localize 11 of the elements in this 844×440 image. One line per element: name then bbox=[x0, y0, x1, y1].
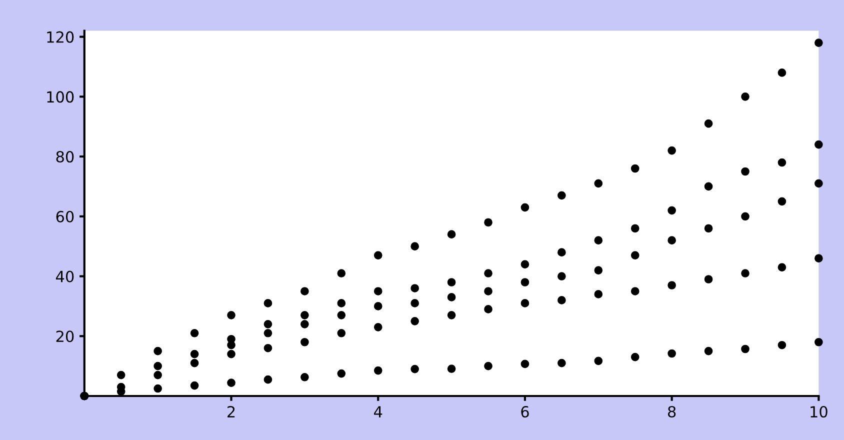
y-tick-label: 100 bbox=[47, 91, 74, 103]
x-tick-label: 6 bbox=[521, 406, 529, 418]
y-tick-label: 60 bbox=[56, 210, 74, 222]
y-tick-label: 40 bbox=[56, 270, 74, 282]
y-tick-label: 120 bbox=[47, 31, 74, 43]
x-tick-label: 2 bbox=[228, 406, 235, 418]
x-tick-label: 10 bbox=[810, 406, 828, 418]
x-tick-label: 8 bbox=[668, 406, 676, 418]
y-tick-label: 80 bbox=[56, 150, 74, 163]
x-tick-label: 4 bbox=[374, 406, 382, 418]
y-tick-label: 20 bbox=[56, 330, 74, 342]
